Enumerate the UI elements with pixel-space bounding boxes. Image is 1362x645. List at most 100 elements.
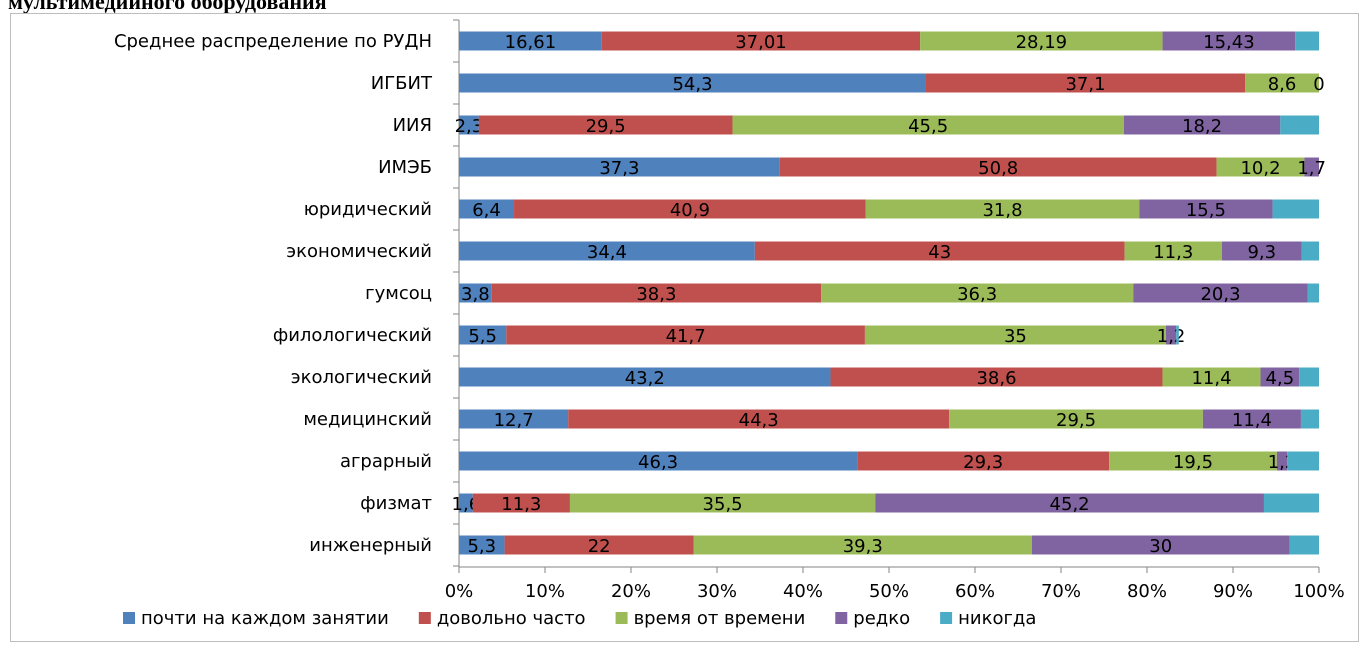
bar-segment [1299,367,1319,387]
bar-segment [459,325,507,345]
bar-segment [1165,325,1177,345]
data-label: 19,5 [1173,452,1213,473]
data-label: 35,5 [703,494,743,515]
data-label: 11,3 [1153,242,1193,263]
bar-segment [865,199,1140,219]
bar-segment [459,241,755,261]
category-label: инженерный [309,535,432,556]
legend-swatch [615,612,628,624]
data-label: 38,3 [636,284,676,305]
data-label: 2,3 [455,116,484,137]
bar-segment [478,115,733,135]
data-label: 5,3 [467,536,496,557]
bar-segment [864,325,1166,345]
bar-segment [1162,367,1261,387]
data-label: 29,3 [963,452,1003,473]
chart-title: мультимедийного оборудования [8,0,327,14]
data-label: 10,2 [1240,158,1280,179]
data-label: 28,19 [1016,32,1068,53]
bar-segment [1109,451,1277,471]
bar-segment [1289,535,1319,555]
bar-segment [459,199,515,219]
data-label: 11,3 [501,494,541,515]
bar-segment [459,73,926,93]
x-tick-label: 0% [445,581,474,602]
data-label: 43,2 [625,368,665,389]
data-label: 46,3 [638,452,678,473]
bar-segment [514,199,866,219]
category-label: медицинский [303,409,432,430]
data-label: 1,7 [1297,158,1326,179]
legend-swatch [835,612,848,624]
data-label: 34,4 [587,242,627,263]
x-tick-label: 90% [1213,581,1253,602]
data-label: 38,6 [976,368,1016,389]
data-label: 3,8 [461,284,490,305]
data-label: 44,3 [739,410,779,431]
bar-segment [754,241,1125,261]
bar-segment [459,493,473,513]
bar-segment [1260,367,1300,387]
data-label: 29,5 [586,116,626,137]
data-label: 22 [588,536,611,557]
x-tick-label: 20% [611,581,651,602]
bar-segment [1300,409,1319,429]
legend-label: редко [853,608,910,629]
bar-segment [459,367,831,387]
bar-segment [1176,325,1179,345]
category-label: физмат [360,493,432,514]
category-label: филологический [273,325,432,346]
x-tick-label: 30% [697,581,737,602]
x-tick-label: 70% [1041,581,1081,602]
data-label: 18,2 [1182,116,1222,137]
x-tick-label: 40% [783,581,823,602]
bar-segment [1276,451,1288,471]
category-label: ИМЭБ [378,157,432,178]
category-label: экологический [291,367,432,388]
bar-segment [504,535,694,555]
bar-segment [1124,241,1222,261]
data-label: 31,8 [982,200,1022,221]
bar-segment [925,73,1246,93]
data-label: 4,5 [1266,368,1295,389]
bar-segment [459,409,569,429]
category-label: Среднее распределение по РУДН [114,31,432,52]
bar-segment [1301,241,1319,261]
bar-segment [779,157,1217,177]
bar-segment [1307,283,1319,303]
bar-segment [1304,157,1319,177]
x-tick-label: 50% [869,581,909,602]
bar-segment [1287,451,1319,471]
bar-segment [459,451,858,471]
bar-segment [1123,115,1281,135]
data-label: 45,5 [908,116,948,137]
category-label: юридический [304,199,432,220]
data-label: 37,1 [1065,74,1105,95]
bar-segment [491,283,822,303]
bar-segment [949,409,1203,429]
bar-segment [830,367,1163,387]
data-label: 39,3 [843,536,883,557]
bar-segment [1295,31,1319,51]
data-label: 37,3 [599,158,639,179]
data-label: 15,5 [1186,200,1226,221]
bar-segment [459,31,602,51]
bar-segment [875,493,1264,513]
data-label: 20,3 [1200,284,1240,305]
data-label: 36,3 [957,284,997,305]
data-label: 8,6 [1268,74,1297,95]
data-label: 45,2 [1050,494,1090,515]
bar-segment [920,31,1163,51]
data-label: 50,8 [978,158,1018,179]
bar-segment [1245,73,1319,93]
bar-segment [1031,535,1290,555]
data-label: 29,5 [1056,410,1096,431]
bar-segment [569,493,876,513]
bar-segment [459,157,780,177]
data-label: 11,4 [1191,368,1231,389]
data-label: 11,4 [1232,410,1272,431]
data-label: 6,4 [472,200,501,221]
bar-segment [1272,199,1319,219]
bar-segment [1139,199,1273,219]
